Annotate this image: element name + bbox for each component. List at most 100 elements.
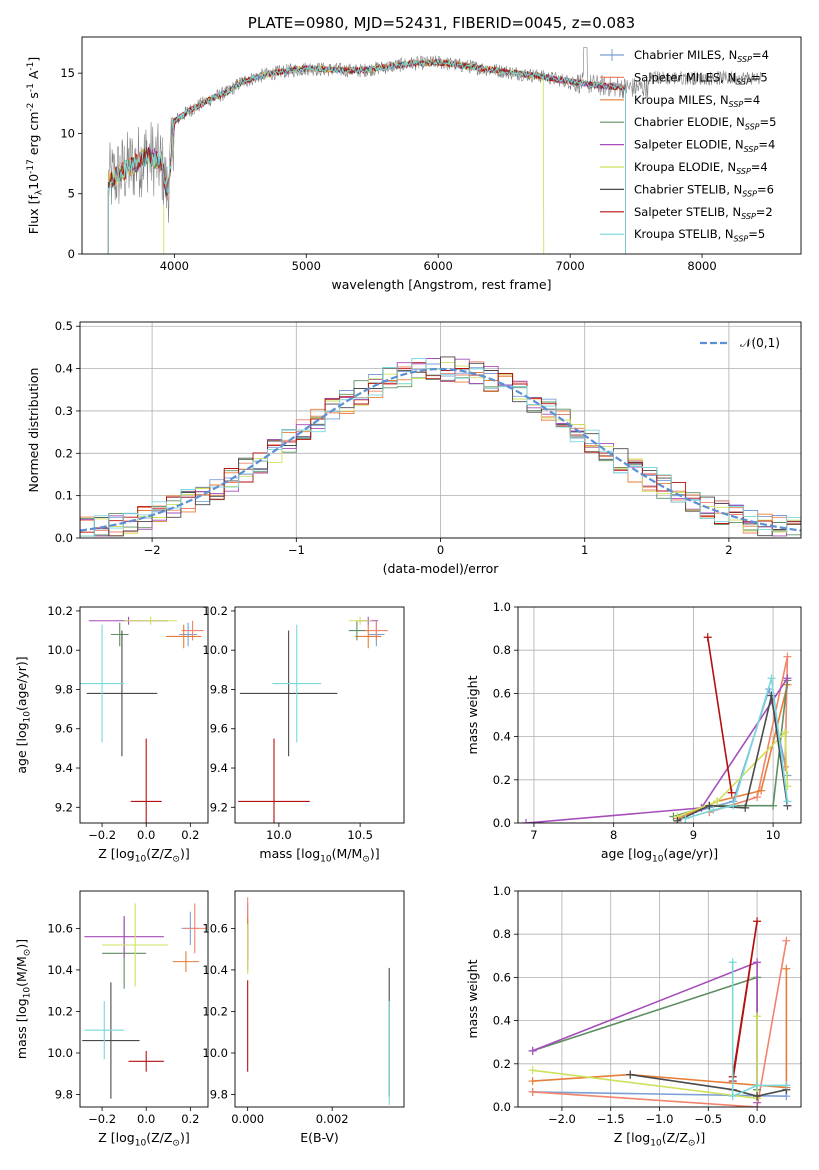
weight-point [728,1092,737,1101]
x-tick-label: 2 [725,543,732,557]
y-tick-label: 10 [60,126,75,140]
normal-curve [80,367,801,532]
axes-weight_vs_Z: −2.0 −1.5 −1.0 −0.5 0.0 0.0 0.2 0.4 0.6 0.8 1.0 Z [… [465,884,802,1149]
axes-weight_vs_age: 7 8 9 10 0.0 0.2 0.4 0.6 0.8 1.0 age [log10​(age/y… [465,600,802,865]
weight-point [782,1081,791,1090]
x-tick-label: 10.0 [266,828,292,842]
chart-title: PLATE=0980, MJD=52431, FIBERID=0045, z=0… [248,14,635,32]
y-tick-label: 9.2 [55,800,73,814]
x-tick-label: 10 [766,828,781,842]
y-tick-label: 10.4 [47,963,73,977]
plot-frame [81,36,802,255]
y-axis-label: Normed distribution [26,368,41,493]
x-tick-label: 0.0 [137,828,155,842]
weight-point [781,728,790,737]
y-tick-label: 0.4 [493,1014,511,1028]
weight-point [703,633,712,642]
weight-line-3 [532,976,758,1090]
x-tick-label: 10.5 [347,828,373,842]
x-axis-label: Z [log10​(Z/Z⊙​)] [614,1130,705,1149]
y-tick-label: 10.6 [202,921,228,935]
y-tick-label: 0 [68,247,75,261]
plot-frame [234,890,405,1108]
weight-point [753,1012,762,1021]
x-tick-label: −0.2 [88,828,116,842]
x-axis-label: age [log10​(age/yr)] [601,846,718,865]
x-tick-label: 5000 [292,259,321,273]
x-tick-label: 8 [610,828,617,842]
axes-residuals: −2 −1 0 1 2 0.0 0.1 0.2 0.3 0.4 0.5 (data-model)/er… [26,319,802,576]
y-tick-label: 9.4 [210,761,228,775]
weight-point [753,793,762,802]
y-tick-label: 9.6 [55,722,73,736]
weight-point [753,1092,762,1101]
legend-label: Kroupa STELIB, NSSP​=5 [634,227,765,243]
legend-label: Salpeter ELODIE, NSSP​=4 [634,138,775,154]
model-spectrum-0 [107,58,626,254]
y-tick-label: 0.3 [55,404,73,418]
axes-mass_vs_Z: −0.2 0.0 0.2 9.8 10.0 10.2 10.4 10.6 Z [log10​(Z… [14,890,209,1149]
model-spectrum-3 [107,58,626,254]
y-tick-label: 9.8 [55,1088,73,1102]
y-tick-label: 9.2 [210,800,228,814]
x-tick-label: −1.0 [646,1112,674,1126]
weight-point [673,816,682,823]
plot-frame [79,890,209,1108]
y-tick-label: 0.2 [493,773,511,787]
weight_vs_age-plot [518,607,801,823]
weight-point [727,788,736,797]
x-tick-label: −1.5 [597,1112,625,1126]
x-tick-label: 0.000 [231,1112,264,1126]
y-tick-label: 0.5 [55,319,73,333]
legend-label: Salpeter MILES, NSSP​=5 [634,70,768,86]
x-tick-label: 7000 [555,259,584,273]
weight-point [528,1046,537,1055]
weight-point [769,801,778,810]
x-axis-label: Z [log10​(Z/Z⊙​)] [98,846,189,865]
axes-age_vs_mass: 10.0 10.5 9.2 9.4 9.6 9.8 10.0 10.2 mass [log10​… [202,604,405,865]
x-tick-label: 0.2 [181,828,199,842]
y-axis-label: mass weight [465,959,480,1038]
weight-point [753,1081,762,1090]
weight-line-4 [525,677,789,823]
y-tick-label: 9.8 [55,682,73,696]
y-tick-label: 0.0 [493,1100,511,1114]
y-tick-label: 0.4 [55,362,73,376]
model-spectrum-1 [107,59,626,254]
weight-point [729,801,738,810]
x-tick-label: 9 [690,828,697,842]
model-spectrum-2 [107,58,626,254]
axes-age_vs_Z: −0.2 0.0 0.2 9.2 9.4 9.6 9.8 10.0 10.2 Z [log10​(… [14,604,209,865]
x-tick-label: 4000 [160,259,189,273]
axes-mass_vs_EBV: 0.000 0.002 9.8 10.0 10.2 10.4 10.6 E(B-V) [202,890,405,1145]
x-tick-label: 0.002 [316,1112,349,1126]
weight-point [626,1070,635,1079]
x-tick-label: −2 [144,543,161,557]
weight-point [713,797,722,806]
y-tick-label: 10.2 [47,1004,73,1018]
model-spectrum-6 [107,58,626,254]
weight-line-6 [630,1073,787,1098]
weight-point [528,1066,537,1075]
y-tick-label: 10.2 [202,604,228,618]
y-tick-label: 0.1 [55,489,73,503]
y-tick-label: 10.2 [202,1004,228,1018]
age_vs_mass-plot [238,616,388,823]
x-tick-label: 0.2 [181,1112,199,1126]
x-axis-label: Z [log10​(Z/Z⊙​)] [98,1130,189,1149]
x-tick-label: −2.0 [548,1112,576,1126]
weight-line-1 [532,940,788,1107]
weight-line-7 [706,637,733,793]
plot-frame [517,890,802,1108]
residuals-legend: 𝒩(0,1) [700,336,780,350]
y-tick-label: 5 [68,187,75,201]
y-axis-label: Flux [fλ​10-17​ erg cm-2​ s-1​ A-1​] [26,57,45,235]
y-tick-label: 9.8 [210,1088,228,1102]
x-axis-label: wavelength [Angstrom, rest frame] [331,277,551,292]
y-tick-label: 0.8 [493,927,511,941]
y-tick-label: 0.8 [493,643,511,657]
weight-point [782,936,791,945]
y-axis-label: mass [log10​(M/M⊙​)] [14,939,33,1059]
weight-point [783,797,792,806]
